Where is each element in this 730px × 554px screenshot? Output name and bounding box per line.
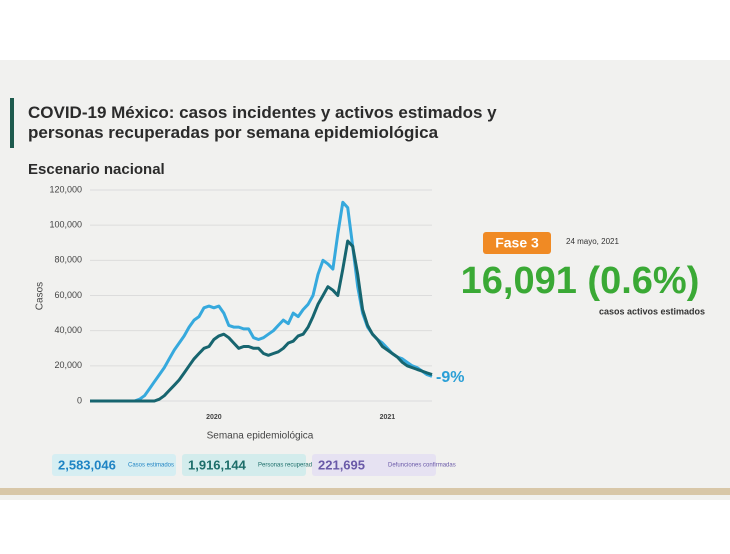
totals: 2,583,046 Casos estimados 1,916,144 Persona… xyxy=(52,454,456,476)
y-tick-label: 100,000 xyxy=(49,220,82,230)
total-label: Casos estimados xyxy=(128,463,174,469)
y-axis-label: Casos xyxy=(35,282,46,310)
title-line: COVID-19 México: casos incidentes y acti… xyxy=(28,103,501,142)
y-tick-label: 120,000 xyxy=(49,184,82,194)
total-box xyxy=(52,454,176,476)
series-line xyxy=(90,239,433,403)
footer-bar xyxy=(0,488,730,495)
total-label: Personas recuperadas xyxy=(258,463,318,469)
phase-badge xyxy=(483,232,551,254)
date: 24 mayo, 2021 xyxy=(566,237,619,246)
y-tick-label: 80,000 xyxy=(54,255,82,265)
y-tick-label: 20,000 xyxy=(54,360,82,370)
title: personas recuperadas por semana epidemio… xyxy=(28,123,439,142)
total-label: Defunciones confirmadas xyxy=(388,463,456,469)
total-value: 221,695 xyxy=(318,457,365,472)
phase: Fase 3 xyxy=(495,235,539,251)
y-tick-label: 60,000 xyxy=(54,290,82,300)
chart: 0 20,000 40,000 60,000 80,000 100,000 120,000 2… xyxy=(49,184,433,421)
y-tick-label: 40,000 xyxy=(54,325,82,335)
active-cases: 16,091 (0.6%) xyxy=(461,260,700,302)
accent-bar xyxy=(10,98,14,148)
total-box xyxy=(312,454,436,476)
annotation: -9% xyxy=(436,369,464,386)
x-tick-label: 2021 xyxy=(380,414,396,421)
x-axis-label: Semana epidemiológica xyxy=(207,431,314,442)
title: COVID-19 México: casos incidentes y acti… xyxy=(28,103,497,122)
total-value: 2,583,046 xyxy=(58,457,116,472)
y-tick-label: 0 xyxy=(77,395,82,405)
total-box xyxy=(182,454,306,476)
active-label: casos activos estimados xyxy=(599,306,705,316)
subtitle: Escenario nacional xyxy=(28,161,165,178)
x-tick-label: 2020 xyxy=(206,414,222,421)
total-value: 1,916,144 xyxy=(188,457,247,472)
slide-bg xyxy=(0,60,730,500)
